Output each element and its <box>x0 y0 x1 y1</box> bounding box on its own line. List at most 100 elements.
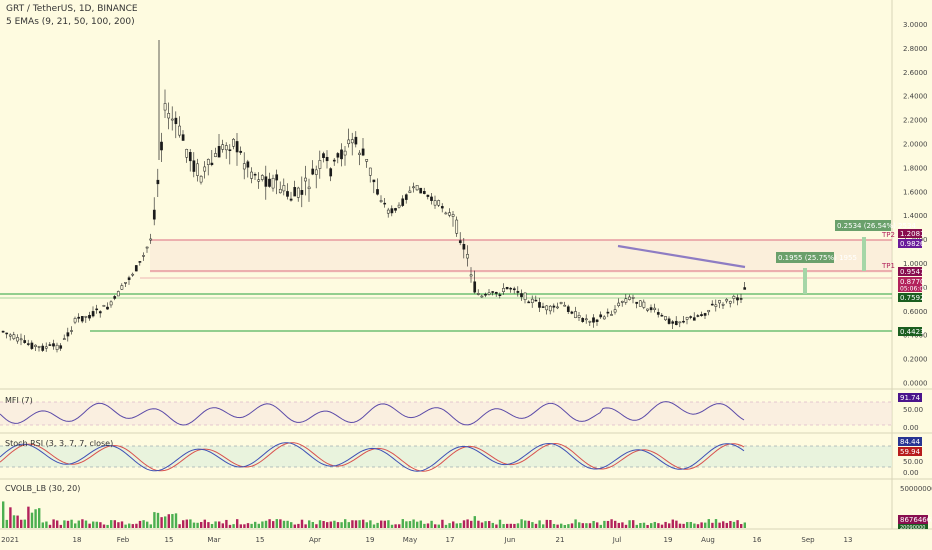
volume-bar <box>653 521 656 528</box>
stoch-label[interactable]: Stoch RSI (3, 3, 7, 7, close) <box>5 439 113 448</box>
candle-body <box>689 316 693 318</box>
candle-body <box>419 187 423 194</box>
volume-bar <box>603 520 606 528</box>
candle-body <box>343 150 347 156</box>
volume-bar <box>617 522 620 528</box>
volume-bar <box>12 515 16 528</box>
candle-body <box>412 186 415 189</box>
candle-body <box>577 315 581 318</box>
candle-body <box>692 317 696 321</box>
tp1-measure-box[interactable] <box>776 252 834 263</box>
support-price-tag[interactable] <box>898 293 922 302</box>
tp1-price-tag[interactable] <box>898 267 922 276</box>
candle-body <box>545 305 549 311</box>
volume-bar <box>300 519 304 528</box>
candle-body <box>610 314 613 316</box>
candle-body <box>368 167 372 176</box>
tp2-sub-tag[interactable] <box>898 239 922 248</box>
candle-body <box>217 146 221 158</box>
stoch-k-tag[interactable] <box>898 437 922 446</box>
candle-body <box>574 311 577 318</box>
candle-body <box>185 149 189 158</box>
volume-bar <box>552 523 556 528</box>
volume-bar <box>246 523 250 528</box>
volume-bar <box>232 524 235 528</box>
stoch-d-line <box>0 442 745 472</box>
candle-body <box>12 334 16 340</box>
candle-body <box>354 136 358 145</box>
candle-body <box>476 293 480 295</box>
candle-body <box>480 295 484 298</box>
time-axis[interactable]: 2021 18 Feb 15 Mar 15 Apr 19 May 17 Jun 21 Jul 19 Aug 1… <box>1 536 852 544</box>
tp1-label: TP1 <box>881 262 895 270</box>
volume-bar <box>549 519 552 528</box>
volume-bar <box>239 524 242 528</box>
candle-body <box>95 308 99 311</box>
mfi-label[interactable]: MFI (7) <box>5 396 33 405</box>
volume-bar <box>135 523 138 528</box>
candle-body <box>732 295 736 299</box>
volume-bar <box>264 520 268 528</box>
stoch-d-tag[interactable] <box>898 447 922 456</box>
mfi-value-tag[interactable] <box>898 393 922 402</box>
symbol-title[interactable]: GRT / TetherUS, 1D, BINANCE <box>6 4 138 14</box>
volume-bar <box>693 523 696 528</box>
volume-bar <box>513 523 516 528</box>
countdown-text: 05:06:01 <box>900 286 927 293</box>
candle-body <box>613 309 617 313</box>
last-price-tag[interactable] <box>898 277 922 292</box>
tp2-price-tag[interactable] <box>898 229 922 238</box>
volume-bar <box>599 524 602 528</box>
candle-body <box>635 301 639 304</box>
low-support-tag[interactable] <box>898 327 922 336</box>
volume-bar <box>142 520 145 528</box>
candle-body <box>329 168 333 177</box>
price-tick-label: 1.4000 <box>903 212 928 220</box>
candle-body <box>116 291 120 297</box>
volume-label[interactable]: CVOLB_LB (30, 20) <box>5 484 80 493</box>
candle-body <box>660 314 664 317</box>
candle-body <box>430 196 433 201</box>
candle-body <box>682 320 685 323</box>
volume-bar <box>743 522 746 528</box>
volume-bar <box>390 524 394 528</box>
candle-body <box>592 317 595 323</box>
candle-body <box>584 318 588 321</box>
mfi-axis-mid: 50.00 <box>903 406 923 414</box>
candle-body <box>455 219 459 234</box>
volume-bar <box>214 521 217 528</box>
candle-body <box>77 316 81 319</box>
tp1-measure-bar[interactable] <box>803 268 807 294</box>
volume-bar <box>470 520 473 528</box>
time-tick-label: 16 <box>753 536 762 544</box>
volume-bar <box>228 524 232 528</box>
volume-bars <box>2 501 746 528</box>
volume-bar <box>99 522 102 528</box>
candle-body <box>178 125 181 136</box>
stoch-d-text: 59.94 <box>900 448 921 456</box>
volume-bar <box>408 521 412 528</box>
candle-body <box>520 293 523 298</box>
candle-body <box>397 204 401 208</box>
time-tick-label: 15 <box>165 536 174 544</box>
candle-body <box>19 338 23 341</box>
volume-bar <box>189 519 192 528</box>
tp2-measure-bar[interactable] <box>862 237 866 271</box>
ema-indicator-label[interactable]: 5 EMAs (9, 21, 50, 100, 200) <box>6 17 135 27</box>
volume-bar <box>333 520 336 528</box>
volume-bar <box>63 520 66 528</box>
tp2-measure-box[interactable] <box>835 220 891 231</box>
stoch-axis-mid: 50.00 <box>903 458 923 466</box>
candle-body <box>620 300 624 303</box>
volume-value-tag[interactable] <box>898 515 928 524</box>
candle-body <box>199 175 203 183</box>
volume-bar <box>430 520 433 528</box>
volume-bar <box>106 524 109 528</box>
candle-body <box>37 346 41 348</box>
candle-body <box>473 281 477 293</box>
volume-bar <box>437 524 440 528</box>
volume-bar <box>200 521 203 528</box>
volume-ma-tag[interactable] <box>898 524 928 529</box>
candle-body <box>516 291 520 293</box>
